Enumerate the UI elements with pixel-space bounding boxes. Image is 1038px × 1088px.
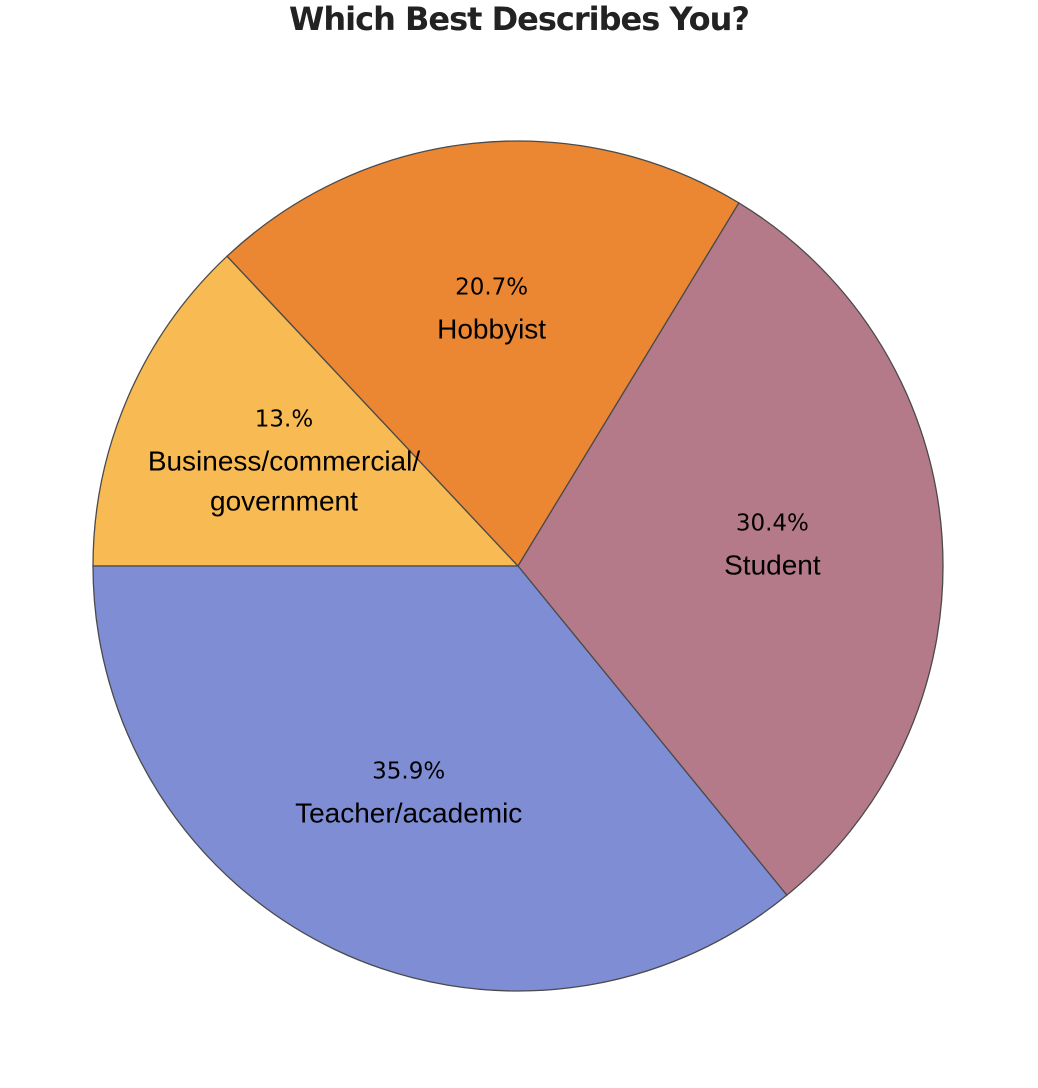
pie-slice-3 (517, 202, 944, 897)
slice-category-label: Student (724, 549, 821, 580)
slice-category-label: Hobbyist (437, 313, 546, 344)
pie-slice-2 (226, 140, 740, 568)
slice-percent-label: 13.% (255, 407, 313, 433)
slice-percent-label: 35.9% (372, 758, 445, 784)
slice-category-label: Business/commercial/ (148, 446, 421, 477)
pie-slices (92, 140, 944, 992)
pie-slice-1 (92, 255, 520, 567)
chart-title: Which Best Describes You? (289, 0, 750, 38)
slice-percent-label: 30.4% (736, 510, 809, 536)
slice-percent-label: 20.7% (455, 274, 528, 300)
slice-category-label: Teacher/academic (295, 797, 522, 828)
slice-category-label: government (210, 486, 358, 517)
pie-slice-4 (92, 565, 788, 992)
pie-labels: 13.% Business/commercial/government 20.7% H… (148, 274, 821, 828)
